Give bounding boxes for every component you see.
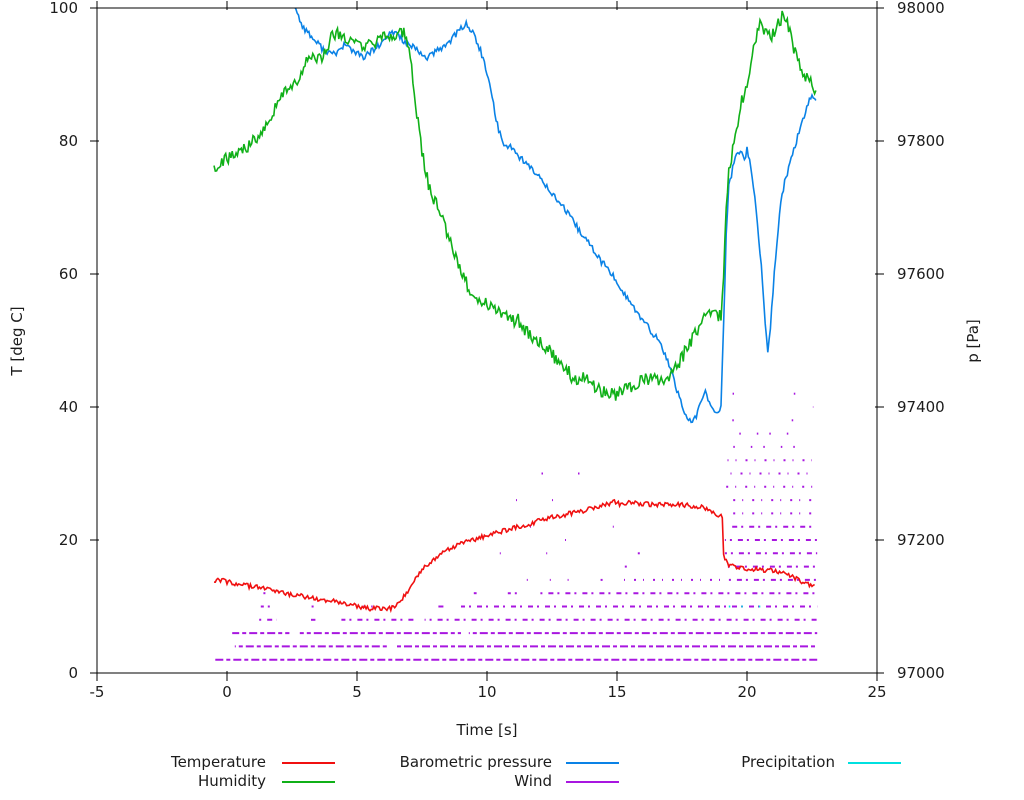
plot-border: [96, 7, 878, 674]
legend-line-barometric-pressure: [566, 762, 619, 764]
x-axis-title: Time [s]: [456, 721, 518, 739]
y-right-tick-label: 97600: [897, 265, 945, 283]
y-right-tick-label: 97200: [897, 531, 945, 549]
y-right-axis-title: p [Pa]: [964, 319, 982, 363]
legend-line-precipitation: [848, 762, 901, 764]
y-left-axis-title: T [deg C]: [8, 306, 26, 376]
x-tick-label: 25: [867, 683, 887, 701]
y-left-tick-label: 80: [58, 132, 78, 150]
humidity-series: [213, 10, 817, 401]
barometric-pressure-series: [294, 8, 817, 424]
legend-line-temperature: [282, 762, 335, 764]
y-left-tick-label: 100: [49, 0, 78, 17]
legend-line-wind: [566, 781, 619, 783]
x-tick-label: 20: [737, 683, 757, 701]
y-right-tick-label: 97400: [897, 398, 945, 416]
x-tick-label: 10: [477, 683, 497, 701]
legend-label-wind: Wind: [514, 772, 552, 790]
x-tick-label: 15: [607, 683, 627, 701]
x-tick-label: 0: [222, 683, 232, 701]
legend-label-precipitation: Precipitation: [741, 753, 835, 771]
legend-label-humidity: Humidity: [197, 772, 266, 790]
legend-label-temperature: Temperature: [170, 753, 266, 771]
y-left-tick-label: 60: [58, 265, 78, 283]
y-left-tick-label: 0: [68, 664, 78, 682]
x-tick-label: 5: [352, 683, 362, 701]
y-right-tick-label: 97800: [897, 132, 945, 150]
x-tick-label: -5: [89, 683, 105, 701]
y-right-tick-label: 97000: [897, 664, 945, 682]
temperature-series: [213, 498, 815, 614]
legend-line-humidity: [282, 781, 335, 783]
legend-label-barometric-pressure: Barometric pressure: [399, 753, 552, 771]
y-left-tick-label: 20: [58, 531, 78, 549]
y-left-tick-label: 40: [58, 398, 78, 416]
y-right-tick-label: 98000: [897, 0, 945, 17]
